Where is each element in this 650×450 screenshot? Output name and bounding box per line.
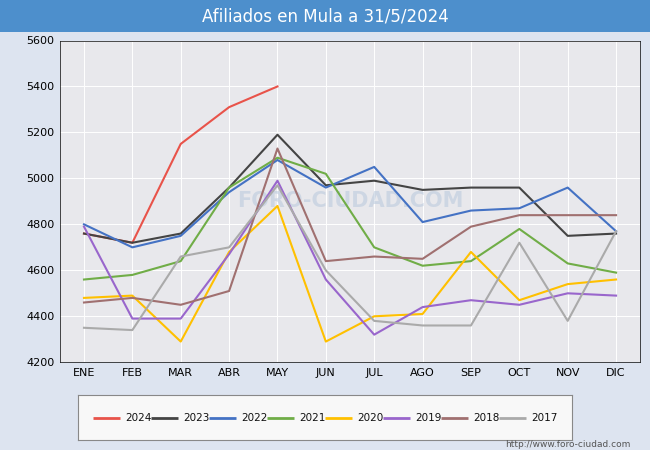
Text: FORO-CIUDAD.COM: FORO-CIUDAD.COM: [237, 191, 463, 212]
Text: Afiliados en Mula a 31/5/2024: Afiliados en Mula a 31/5/2024: [202, 7, 448, 25]
Text: 2023: 2023: [183, 413, 209, 423]
Text: 2024: 2024: [125, 413, 151, 423]
Text: 2022: 2022: [241, 413, 267, 423]
Text: http://www.foro-ciudad.com: http://www.foro-ciudad.com: [505, 440, 630, 449]
Text: 2017: 2017: [531, 413, 558, 423]
Text: 2019: 2019: [415, 413, 441, 423]
Text: 2020: 2020: [357, 413, 384, 423]
Text: 2021: 2021: [299, 413, 326, 423]
Text: 2018: 2018: [473, 413, 500, 423]
